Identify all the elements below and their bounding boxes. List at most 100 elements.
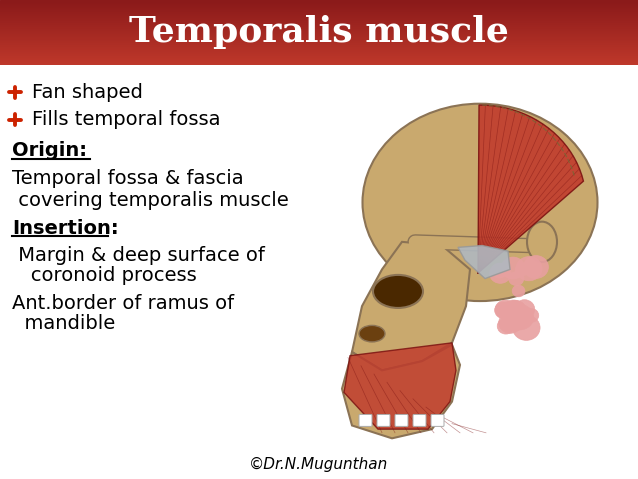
Ellipse shape	[359, 325, 385, 342]
Bar	[0, 17, 638, 18]
Bar	[0, 42, 638, 43]
Bar	[0, 13, 638, 14]
Bar	[0, 51, 638, 52]
Circle shape	[512, 285, 525, 297]
Bar	[0, 10, 638, 11]
Bar	[0, 19, 638, 20]
Bar	[0, 53, 638, 54]
Circle shape	[524, 256, 549, 278]
Circle shape	[499, 312, 522, 333]
Bar	[0, 40, 638, 41]
Bar	[0, 9, 638, 10]
Bar	[0, 59, 638, 60]
Polygon shape	[342, 345, 460, 438]
Circle shape	[512, 315, 540, 341]
Bar	[0, 55, 638, 56]
Bar	[0, 45, 638, 46]
FancyBboxPatch shape	[377, 414, 390, 426]
Circle shape	[505, 300, 526, 320]
Circle shape	[495, 300, 516, 319]
Ellipse shape	[527, 222, 557, 262]
Ellipse shape	[373, 275, 423, 308]
Polygon shape	[478, 105, 583, 273]
Circle shape	[515, 312, 529, 326]
Text: Fills temporal fossa: Fills temporal fossa	[32, 110, 221, 129]
Bar	[0, 8, 638, 9]
Bar	[0, 25, 638, 26]
Circle shape	[494, 302, 512, 319]
Bar	[0, 64, 638, 65]
Circle shape	[501, 257, 525, 279]
Bar	[0, 62, 638, 63]
Circle shape	[516, 263, 529, 276]
Bar	[0, 47, 638, 48]
Text: coronoid process: coronoid process	[12, 266, 197, 285]
Bar	[0, 21, 638, 22]
Bar	[0, 52, 638, 53]
Bar	[0, 30, 638, 31]
Bar	[0, 35, 638, 36]
Text: Margin & deep surface of: Margin & deep surface of	[12, 246, 265, 265]
Bar	[0, 54, 638, 55]
Bar	[0, 5, 638, 6]
Text: Fan shaped: Fan shaped	[32, 83, 143, 102]
Bar	[0, 3, 638, 4]
Circle shape	[506, 305, 533, 330]
Bar	[0, 26, 638, 27]
Circle shape	[497, 318, 514, 334]
Text: Temporal fossa & fascia: Temporal fossa & fascia	[12, 169, 244, 188]
Bar	[0, 63, 638, 64]
Bar	[0, 61, 638, 62]
Circle shape	[501, 300, 526, 323]
Bar	[0, 23, 638, 24]
Bar	[0, 20, 638, 21]
Bar	[0, 37, 638, 38]
Bar	[0, 29, 638, 30]
Bar	[0, 50, 638, 51]
Circle shape	[502, 301, 523, 320]
Bar	[0, 0, 638, 1]
Text: Insertion:: Insertion:	[12, 218, 119, 238]
Bar	[0, 32, 638, 33]
Text: Ant.border of ramus of: Ant.border of ramus of	[12, 294, 234, 313]
Circle shape	[506, 312, 526, 331]
Circle shape	[489, 263, 511, 284]
Circle shape	[516, 312, 529, 324]
Text: covering temporalis muscle: covering temporalis muscle	[12, 191, 289, 210]
Bar	[0, 4, 638, 5]
FancyBboxPatch shape	[359, 414, 372, 426]
FancyBboxPatch shape	[395, 414, 408, 426]
Bar	[0, 15, 638, 16]
Ellipse shape	[362, 103, 598, 301]
Bar	[0, 28, 638, 29]
Polygon shape	[352, 242, 470, 370]
Bar	[0, 48, 638, 49]
Bar	[0, 11, 638, 12]
Bar	[0, 14, 638, 15]
Circle shape	[524, 308, 538, 322]
Bar	[0, 27, 638, 28]
Bar	[0, 34, 638, 35]
Polygon shape	[458, 246, 510, 279]
Bar	[0, 16, 638, 17]
Bar	[0, 24, 638, 25]
FancyBboxPatch shape	[413, 414, 426, 426]
Bar	[0, 33, 638, 34]
Bar	[0, 22, 638, 23]
Circle shape	[514, 300, 535, 319]
Bar	[0, 46, 638, 47]
Bar	[0, 43, 638, 44]
Circle shape	[508, 272, 524, 285]
Bar	[0, 49, 638, 50]
Bar	[0, 18, 638, 19]
Bar	[0, 7, 638, 8]
Bar	[0, 38, 638, 39]
Bar	[0, 12, 638, 13]
Text: Temporalis muscle: Temporalis muscle	[129, 15, 509, 49]
Bar	[0, 41, 638, 42]
Bar	[0, 36, 638, 37]
Bar	[0, 1, 638, 2]
Polygon shape	[344, 343, 456, 429]
Bar	[0, 58, 638, 59]
FancyBboxPatch shape	[431, 414, 444, 426]
